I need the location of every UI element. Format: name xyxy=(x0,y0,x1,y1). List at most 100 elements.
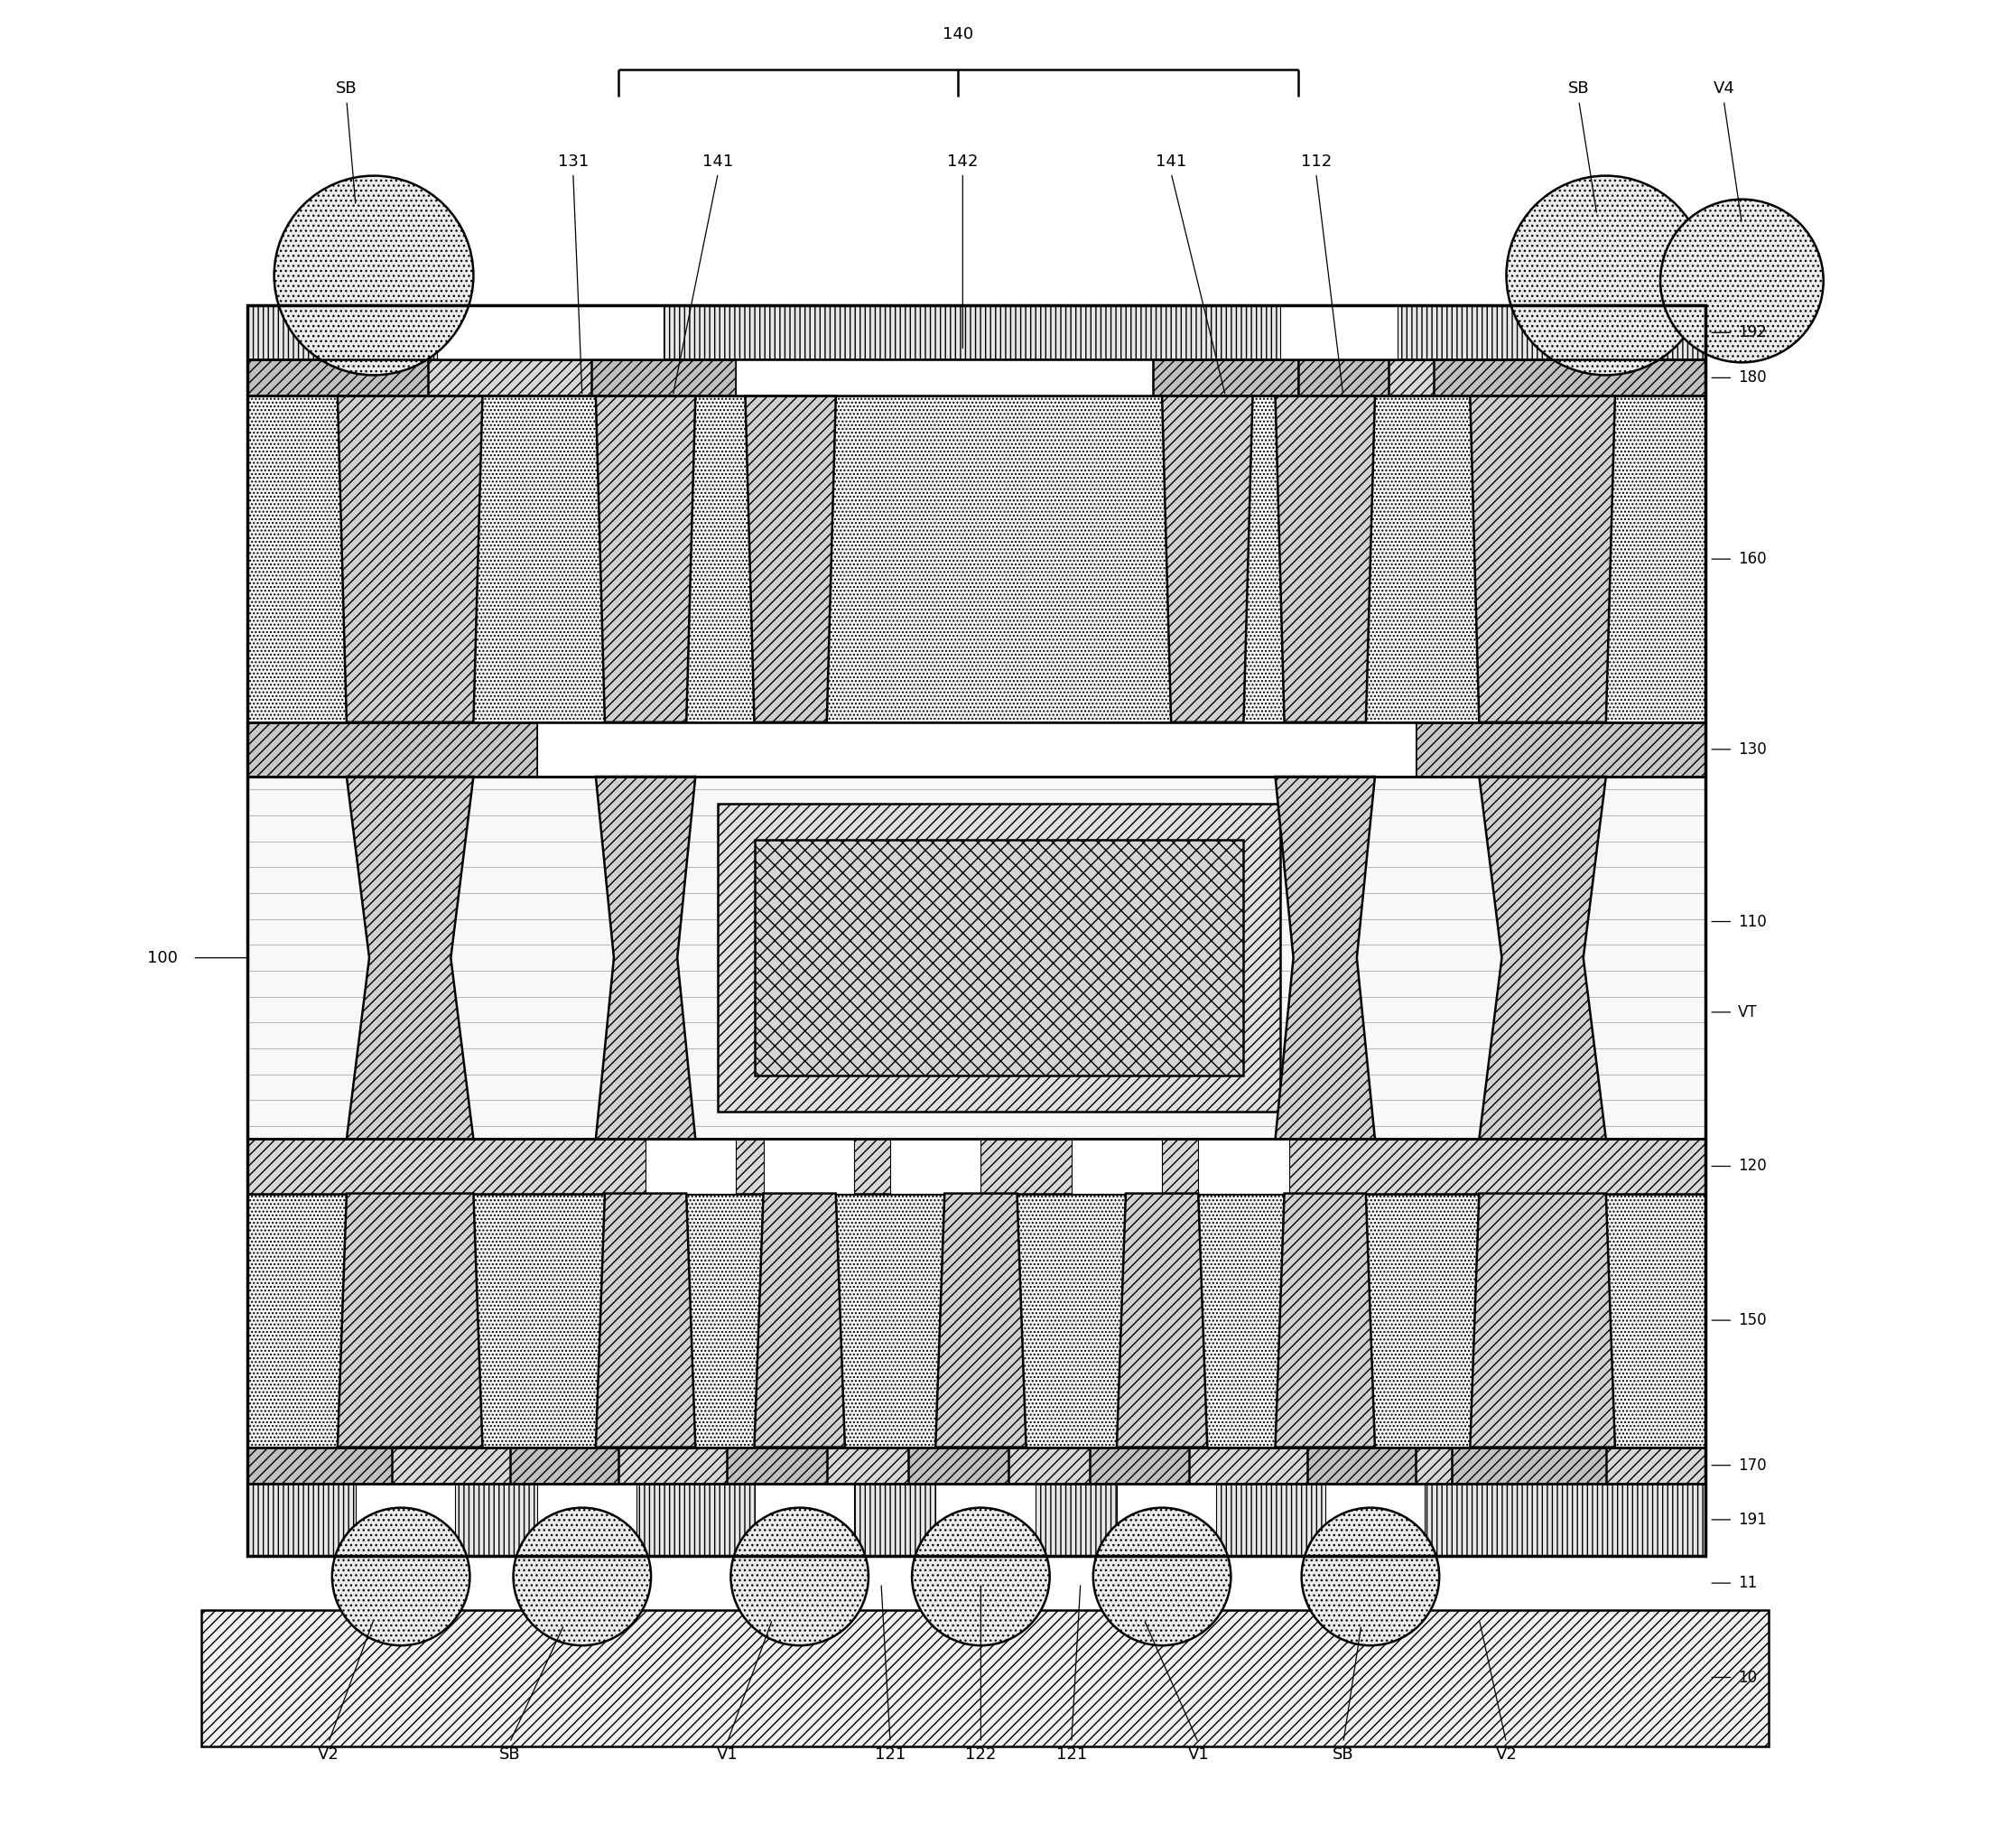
Text: 130: 130 xyxy=(1738,741,1766,757)
Text: 170: 170 xyxy=(1738,1456,1766,1473)
Bar xyxy=(1198,1139,1288,1194)
Circle shape xyxy=(1661,199,1822,363)
Bar xyxy=(246,1447,391,1484)
Text: 140: 140 xyxy=(943,26,974,42)
Text: 150: 150 xyxy=(1738,1312,1766,1329)
Polygon shape xyxy=(1276,396,1375,723)
Polygon shape xyxy=(597,1194,696,1447)
Text: SB: SB xyxy=(500,1747,520,1763)
Text: 121: 121 xyxy=(875,1747,905,1763)
Bar xyxy=(246,1447,1706,1484)
Polygon shape xyxy=(1470,396,1615,723)
Text: V1: V1 xyxy=(716,1747,738,1763)
Polygon shape xyxy=(1470,1194,1615,1447)
Bar xyxy=(246,777,1706,1139)
Polygon shape xyxy=(935,1194,1026,1447)
Text: 192: 192 xyxy=(1738,325,1766,341)
Circle shape xyxy=(514,1507,651,1646)
Text: SB: SB xyxy=(337,80,357,97)
Text: 141: 141 xyxy=(704,153,734,170)
Text: V1: V1 xyxy=(1187,1747,1210,1763)
Bar xyxy=(536,723,1415,777)
Bar xyxy=(718,803,1280,1111)
Polygon shape xyxy=(337,1194,482,1447)
Polygon shape xyxy=(1276,1194,1375,1447)
Text: SB: SB xyxy=(1333,1747,1355,1763)
Text: SB: SB xyxy=(1568,80,1589,97)
Bar xyxy=(1325,1484,1425,1557)
Polygon shape xyxy=(1161,396,1252,723)
Bar xyxy=(1415,723,1706,777)
Bar xyxy=(645,1139,736,1194)
Text: V4: V4 xyxy=(1714,80,1734,97)
Polygon shape xyxy=(754,1194,845,1447)
Bar xyxy=(437,305,663,360)
Bar xyxy=(1089,1447,1189,1484)
Bar xyxy=(935,1484,1034,1557)
Text: 191: 191 xyxy=(1738,1511,1766,1528)
Text: 11: 11 xyxy=(1738,1575,1758,1591)
Text: 110: 110 xyxy=(1738,914,1766,929)
Text: 122: 122 xyxy=(966,1747,996,1763)
Polygon shape xyxy=(337,396,482,723)
Bar xyxy=(754,840,1244,1075)
Text: 141: 141 xyxy=(1155,153,1187,170)
Bar xyxy=(1306,1447,1415,1484)
Circle shape xyxy=(1093,1507,1232,1646)
Circle shape xyxy=(911,1507,1050,1646)
Bar xyxy=(536,1571,627,1610)
Text: 121: 121 xyxy=(1056,1747,1087,1763)
Bar xyxy=(1298,360,1389,396)
Text: 180: 180 xyxy=(1738,370,1766,385)
Bar xyxy=(754,1571,845,1610)
Circle shape xyxy=(333,1507,470,1646)
Bar xyxy=(246,723,1706,777)
Bar xyxy=(246,1194,1706,1447)
Polygon shape xyxy=(1117,1194,1208,1447)
Bar xyxy=(202,1610,1770,1747)
Bar xyxy=(246,1139,1706,1194)
Bar xyxy=(246,360,427,396)
Text: VT: VT xyxy=(1738,1004,1758,1020)
Bar xyxy=(510,1447,619,1484)
Polygon shape xyxy=(597,396,696,723)
Text: 131: 131 xyxy=(558,153,589,170)
Bar xyxy=(246,305,1706,360)
Bar xyxy=(246,305,1706,1557)
Bar xyxy=(1325,1571,1415,1610)
Bar xyxy=(1153,360,1298,396)
Circle shape xyxy=(730,1507,869,1646)
Circle shape xyxy=(1302,1507,1439,1646)
Polygon shape xyxy=(1276,777,1375,1139)
Bar xyxy=(1117,1484,1216,1557)
Bar xyxy=(355,1571,446,1610)
Bar xyxy=(1433,360,1706,396)
Bar xyxy=(736,360,1153,396)
Bar xyxy=(1070,1139,1161,1194)
Bar xyxy=(246,1484,1706,1557)
Bar xyxy=(728,1447,827,1484)
Polygon shape xyxy=(746,396,837,723)
Bar xyxy=(764,1139,855,1194)
Bar xyxy=(246,396,1706,723)
Text: 160: 160 xyxy=(1738,551,1766,568)
Bar xyxy=(246,360,1706,396)
Bar xyxy=(1452,1447,1607,1484)
Text: V2: V2 xyxy=(1496,1747,1518,1763)
Bar xyxy=(1117,1571,1208,1610)
Bar xyxy=(591,360,736,396)
Circle shape xyxy=(274,175,474,376)
Bar xyxy=(246,723,536,777)
Polygon shape xyxy=(347,777,474,1139)
Text: V2: V2 xyxy=(319,1747,339,1763)
Bar xyxy=(1280,305,1397,360)
Bar xyxy=(935,1571,1026,1610)
Text: 142: 142 xyxy=(948,153,978,170)
Circle shape xyxy=(1506,175,1706,376)
Bar xyxy=(891,1139,982,1194)
Bar xyxy=(909,1447,1008,1484)
Polygon shape xyxy=(1480,777,1607,1139)
Text: 120: 120 xyxy=(1738,1159,1766,1173)
Text: 10: 10 xyxy=(1738,1670,1758,1686)
Text: 112: 112 xyxy=(1300,153,1331,170)
